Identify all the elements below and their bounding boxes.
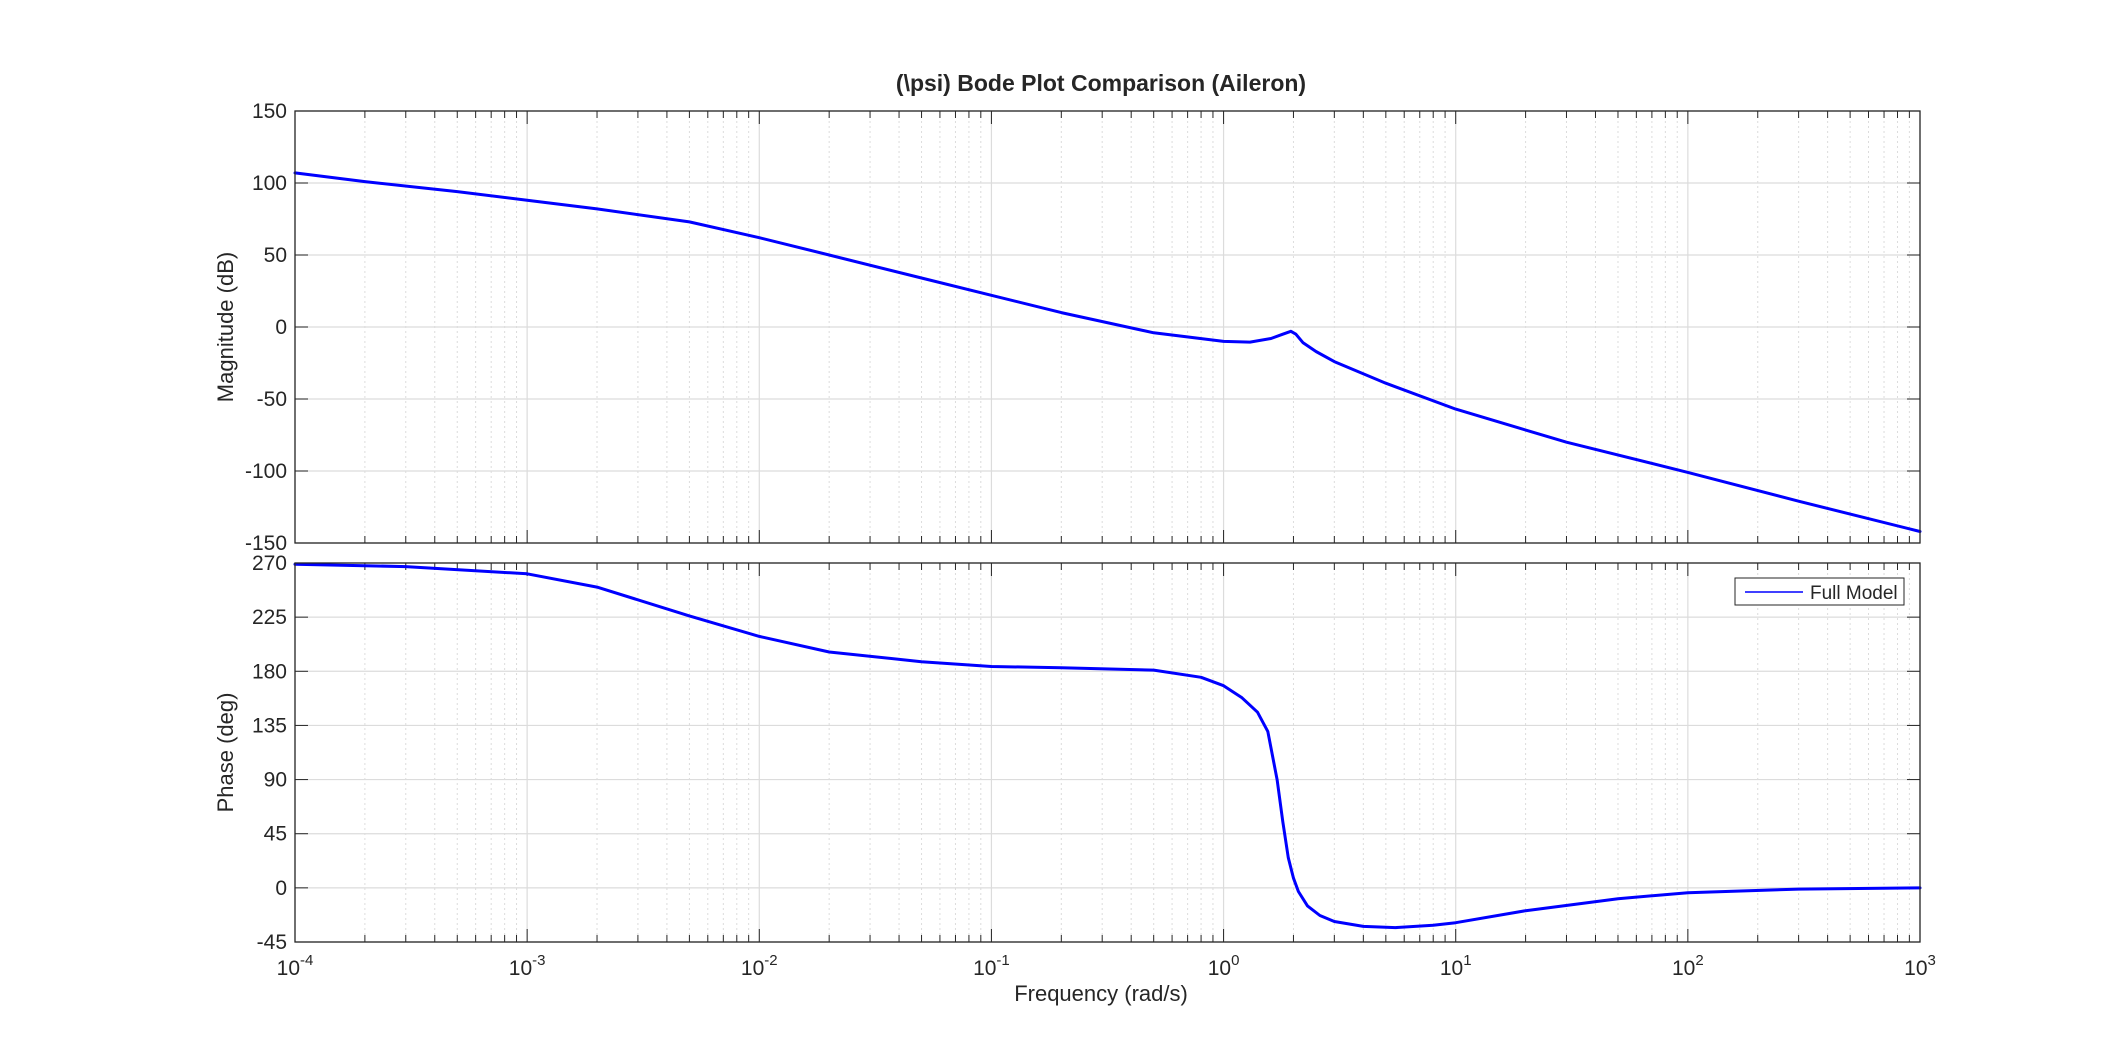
phase-axes-frame xyxy=(294,562,1921,943)
y-tick-label: -45 xyxy=(257,931,287,954)
x-tick-label: 10-2 xyxy=(741,952,778,980)
phase-y-tick-labels: 270 225 180 135 90 45 0 -45 xyxy=(252,552,287,954)
x-tick-exponent: -4 xyxy=(300,952,313,969)
y-tick-label: 0 xyxy=(275,316,287,339)
phase-y-axis-label: Phase (deg) xyxy=(213,693,238,813)
x-tick-label: 102 xyxy=(1672,952,1704,980)
x-tick-base: 10 xyxy=(277,957,300,980)
x-tick-label: 101 xyxy=(1440,952,1472,980)
x-tick-base: 10 xyxy=(1672,957,1695,980)
x-tick-exponent: -1 xyxy=(996,952,1009,969)
y-tick-label: 225 xyxy=(252,606,287,629)
magnitude-line xyxy=(293,171,1922,533)
legend: Full Model xyxy=(1734,577,1905,606)
y-tick-label: 180 xyxy=(252,660,287,683)
magnitude-series xyxy=(293,171,1922,533)
magnitude-y-tick-labels: 150 100 50 0 -50 -100 -150 xyxy=(245,100,287,555)
x-tick-label: 10-4 xyxy=(277,952,314,980)
x-tick-base: 10 xyxy=(509,957,532,980)
x-tick-exponent: 3 xyxy=(1928,952,1936,969)
x-tick-base: 10 xyxy=(1440,957,1463,980)
y-tick-label: 135 xyxy=(252,714,287,737)
magnitude-axes-frame xyxy=(294,110,1921,544)
x-tick-base: 10 xyxy=(1904,957,1927,980)
x-tick-exponent: 0 xyxy=(1231,952,1239,969)
phase-series xyxy=(293,562,1922,930)
y-tick-label: -100 xyxy=(245,460,287,483)
x-tick-label: 100 xyxy=(1208,952,1240,980)
y-tick-label: 0 xyxy=(275,877,287,900)
phase-major-grid xyxy=(294,562,1921,943)
x-tick-exponent: -3 xyxy=(532,952,545,969)
x-tick-exponent: -2 xyxy=(764,952,777,969)
y-tick-label: -150 xyxy=(245,532,287,555)
magnitude-major-grid xyxy=(294,110,1921,544)
chart-title: (\psi) Bode Plot Comparison (Aileron) xyxy=(896,70,1306,96)
legend-entry-full-model: Full Model xyxy=(1810,583,1898,604)
phase-minor-grid xyxy=(364,563,1910,942)
x-tick-base: 10 xyxy=(973,957,996,980)
x-tick-base: 10 xyxy=(741,957,764,980)
x-tick-label: 103 xyxy=(1904,952,1936,980)
magnitude-y-axis-label: Magnitude (dB) xyxy=(213,252,238,402)
x-tick-labels: 10-4 10-3 10-2 10-1 100 101 102 103 xyxy=(277,952,1936,980)
magnitude-panel: 150 100 50 0 -50 -100 -150 Magnitude (dB) xyxy=(213,100,1922,555)
y-tick-label: -50 xyxy=(257,388,287,411)
y-tick-label: 45 xyxy=(264,823,287,846)
x-tick-label: 10-3 xyxy=(509,952,546,980)
y-tick-label: 100 xyxy=(252,172,287,195)
phase-panel: 270 225 180 135 90 45 0 -45 Phase (deg) Full Mo… xyxy=(213,552,1922,954)
phase-line xyxy=(293,562,1922,930)
y-tick-label: 150 xyxy=(252,100,287,123)
x-tick-base: 10 xyxy=(1208,957,1231,980)
x-tick-exponent: 1 xyxy=(1463,952,1471,969)
y-tick-label: 270 xyxy=(252,552,287,575)
y-tick-label: 90 xyxy=(264,769,287,792)
x-axis-label: Frequency (rad/s) xyxy=(1014,981,1188,1006)
x-tick-exponent: 2 xyxy=(1695,952,1703,969)
x-tick-label: 10-1 xyxy=(973,952,1010,980)
y-tick-label: 50 xyxy=(264,244,287,267)
phase-ticks xyxy=(294,562,1921,943)
